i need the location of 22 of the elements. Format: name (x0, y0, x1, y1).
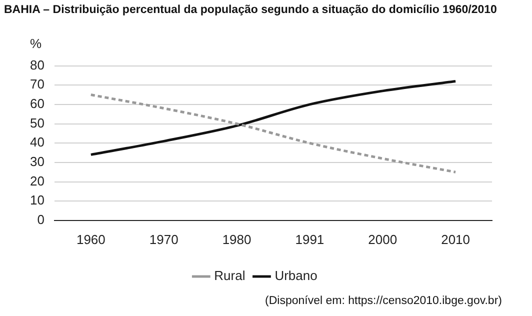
y-tick-label: 30 (30, 154, 44, 170)
text: (Disponível em: https://censo2010.ibge.gov.br) (265, 295, 502, 307)
chart-title: BAHIA – Distribuição percentual da população segundo a situação do domicílio 1960/2010 (4, 4, 497, 16)
y-tick-label: 80 (30, 57, 44, 72)
x-tick-label: 1980 (222, 232, 252, 247)
y-tick-label: 70 (30, 76, 44, 92)
x-tick-label: 1960 (76, 232, 106, 247)
y-tick-label: 20 (30, 173, 44, 188)
x-tick-label: 2010 (441, 232, 470, 247)
y-axis-title: % (30, 36, 42, 51)
y-tick-label: 10 (30, 192, 44, 208)
line-series (90, 80, 457, 156)
legend-label: Urbano (274, 268, 318, 284)
x-tick-label: 2000 (368, 232, 398, 247)
y-tick-label: 60 (30, 96, 44, 112)
x-tick-label: 1991 (295, 232, 324, 247)
y-tick-label: 40 (30, 134, 44, 150)
line-series (90, 94, 457, 174)
legend-label: Rural (214, 268, 246, 284)
x-tick-label: 1970 (149, 232, 178, 247)
y-tick-label: 50 (30, 115, 44, 130)
y-tick-label: 0 (37, 212, 44, 227)
